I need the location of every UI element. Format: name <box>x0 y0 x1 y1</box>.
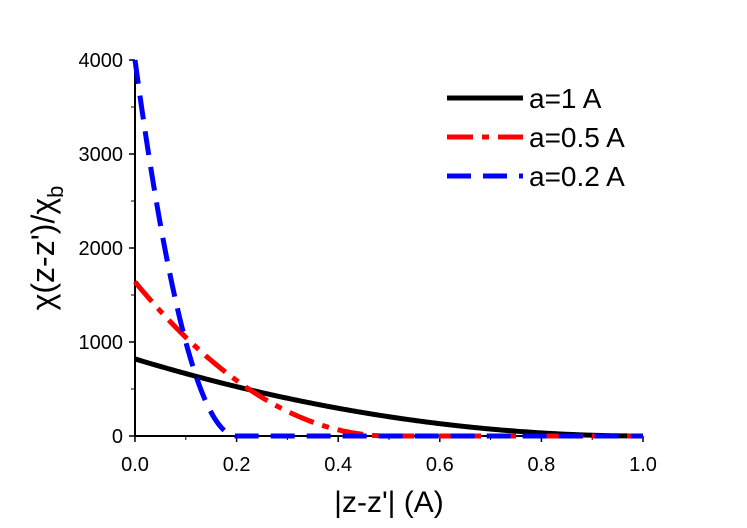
x-tick-label: 0.0 <box>121 454 149 476</box>
x-tick-label: 0.6 <box>426 454 454 476</box>
x-tick-label: 0.8 <box>527 454 555 476</box>
legend-label: a=1 A <box>529 83 602 114</box>
x-tick-label: 0.4 <box>324 454 352 476</box>
y-tick-label: 1000 <box>79 332 124 354</box>
y-axis-title-main: χ(z-z')/χ <box>25 198 61 311</box>
y-tick-label: 4000 <box>79 50 124 72</box>
legend-label: a=0.5 A <box>529 122 625 153</box>
y-tick-label: 2000 <box>79 238 124 260</box>
x-axis-title: |z-z'| (A) <box>334 486 444 519</box>
ticks: 0.0 0.2 0.4 0.6 0.8 1.0 0 1000 2000 3000 4000 <box>79 50 657 476</box>
y-tick-label: 0 <box>112 426 123 448</box>
legend: a=1 A a=0.5 A a=0.2 A <box>447 83 625 192</box>
y-axis-title-subscript: b <box>43 186 68 198</box>
series-line <box>132 59 644 439</box>
legend-label: a=0.2 A <box>529 161 625 192</box>
y-axis-title: χ(z-z')/χb <box>25 186 68 311</box>
x-tick-label: 0.2 <box>223 454 251 476</box>
x-tick-label: 1.0 <box>629 454 657 476</box>
y-tick-label: 3000 <box>79 144 124 166</box>
series-line <box>134 356 644 439</box>
series-lines <box>132 59 644 439</box>
